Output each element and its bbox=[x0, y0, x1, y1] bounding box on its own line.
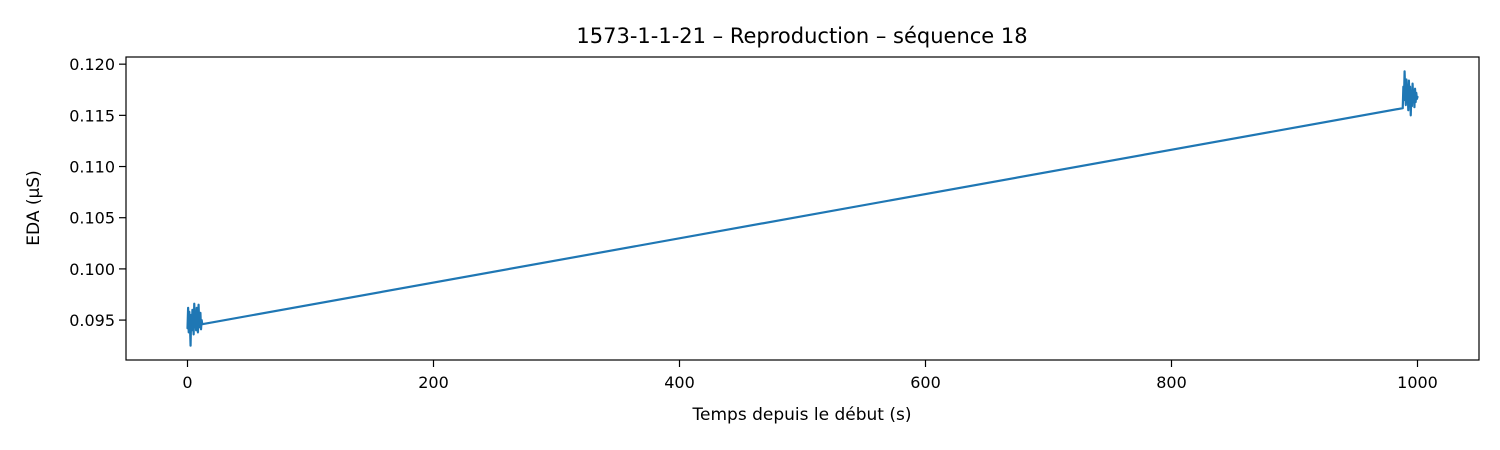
x-tick-label: 800 bbox=[1156, 373, 1187, 392]
y-tick-label: 0.110 bbox=[69, 158, 115, 177]
y-tick-label: 0.105 bbox=[69, 209, 115, 228]
x-tick-label: 600 bbox=[910, 373, 941, 392]
x-tick-label: 0 bbox=[182, 373, 192, 392]
series-line bbox=[186, 70, 1419, 347]
x-tick-label: 1000 bbox=[1397, 373, 1438, 392]
y-axis-label: EDA (µS) bbox=[24, 170, 44, 245]
x-axis-label: Temps depuis le début (s) bbox=[692, 405, 912, 425]
plot-area bbox=[186, 70, 1419, 347]
axis-ticks: 0 200 400 600 800 1000 0.095 0.100 0.105 0.110 0.1… bbox=[69, 55, 1438, 392]
chart-title: 1573-1-1-21 – Reproduction – séquence 18 bbox=[576, 24, 1027, 48]
y-tick-label: 0.115 bbox=[69, 106, 115, 125]
x-tick-label: 400 bbox=[664, 373, 695, 392]
y-tick-label: 0.095 bbox=[69, 311, 115, 330]
plot-frame bbox=[125, 56, 1480, 361]
y-tick-label: 0.100 bbox=[69, 260, 115, 279]
x-tick-label: 200 bbox=[418, 373, 449, 392]
y-tick-label: 0.120 bbox=[69, 55, 115, 74]
